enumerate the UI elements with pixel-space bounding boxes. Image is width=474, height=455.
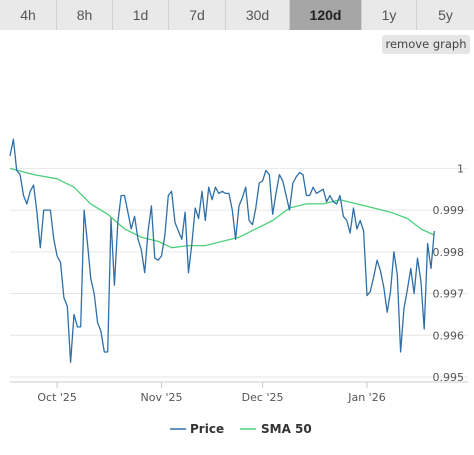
sma50-series-line: [9, 167, 435, 249]
tab-120d[interactable]: 120d: [290, 0, 362, 30]
legend-sma-label[interactable]: SMA 50: [261, 422, 312, 436]
tab-1d[interactable]: 1d: [113, 0, 169, 30]
x-tick-label: Oct '25: [37, 391, 77, 404]
tab-30d[interactable]: 30d: [226, 0, 290, 30]
x-tick-label: Nov '25: [141, 391, 183, 404]
remove-graph-button[interactable]: remove graph: [382, 35, 470, 54]
y-tick-label: 0.997: [433, 288, 465, 301]
timeframe-tabs: 4h 8h 1d 7d 30d 120d 1y 5y: [0, 0, 474, 30]
tab-4h[interactable]: 4h: [0, 0, 57, 30]
y-tick-label: 0.999: [433, 204, 465, 217]
y-tick-label: 0.998: [433, 246, 465, 259]
tab-1y[interactable]: 1y: [362, 0, 417, 30]
y-tick-label: 0.996: [433, 329, 465, 342]
y-tick-label: 0.995: [433, 371, 465, 384]
tab-8h[interactable]: 8h: [57, 0, 113, 30]
legend: Price SMA 50: [170, 422, 312, 436]
legend-price-label[interactable]: Price: [190, 422, 224, 436]
y-tick-label: 1: [457, 162, 464, 175]
tab-7d[interactable]: 7d: [169, 0, 226, 30]
price-series-line: [9, 138, 435, 364]
x-tick-label: Jan '26: [347, 391, 385, 404]
x-tick-label: Dec '25: [242, 391, 284, 404]
tab-5y[interactable]: 5y: [417, 0, 474, 30]
